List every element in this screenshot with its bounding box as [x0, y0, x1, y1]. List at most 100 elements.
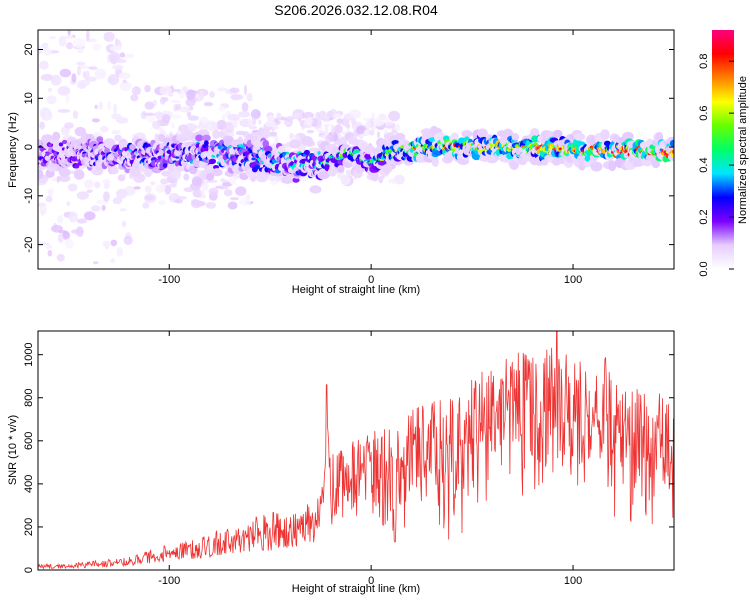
heatmap-cell	[64, 238, 74, 249]
heatmap-cell	[144, 101, 155, 110]
heatmap-cell	[205, 201, 217, 209]
heatmap-cell	[227, 113, 240, 121]
heatmap-cell	[671, 149, 674, 154]
heatmap-cell	[155, 184, 166, 193]
heatmap-cell	[99, 126, 109, 133]
heatmap-cell	[277, 145, 286, 153]
heatmap-cell	[171, 114, 182, 120]
heatmap-cell	[111, 129, 122, 135]
heatmap-cell	[229, 197, 240, 201]
y-tick-label: 800	[23, 389, 35, 407]
y-tick-label: 600	[23, 432, 35, 450]
heatmap-cell	[199, 90, 205, 101]
heatmap-cell	[102, 179, 111, 184]
spectrogram-y-label: Frequency (Hz)	[7, 112, 19, 188]
heatmap-cell	[283, 121, 292, 126]
heatmap-cell	[119, 81, 132, 92]
heatmap-cell	[103, 182, 110, 189]
heatmap-cell	[220, 177, 226, 183]
heatmap-cell	[92, 43, 102, 51]
heatmap-cell	[530, 128, 540, 137]
heatmap-cell	[370, 117, 375, 122]
y-tick-label: -10	[23, 188, 35, 204]
colorbar-label: Normalized spectral amplitude	[737, 76, 749, 224]
heatmap-cell	[144, 185, 152, 193]
y-tick-label: 20	[23, 43, 35, 55]
heatmap-cell	[205, 172, 215, 181]
heatmap-cell	[103, 191, 110, 202]
heatmap-cell	[336, 118, 344, 124]
heatmap-cell	[38, 169, 44, 179]
heatmap-cell	[431, 156, 440, 168]
y-tick-label: 1000	[23, 342, 35, 366]
heatmap-cell	[116, 188, 128, 199]
heatmap-cell	[238, 198, 251, 206]
heatmap-cell	[122, 53, 135, 59]
heatmap-cell	[113, 103, 117, 114]
heatmap-cell	[56, 253, 65, 262]
heatmap-cell	[114, 134, 122, 142]
x-tick-label: 100	[564, 274, 582, 286]
heatmap-cell	[72, 110, 79, 120]
heatmap-cell	[371, 124, 376, 131]
heatmap-cell	[112, 64, 124, 70]
heatmap-cell	[94, 181, 101, 189]
heatmap-cell	[151, 157, 157, 160]
heatmap-cell	[222, 182, 233, 187]
heatmap-cell	[117, 174, 126, 182]
heatmap-cell	[76, 65, 82, 76]
heatmap-cell	[175, 155, 180, 159]
heatmap-cell	[318, 171, 330, 180]
colorbar-tick-label: 0.2	[698, 209, 710, 224]
heatmap-cell	[323, 115, 330, 121]
heatmap-cell	[171, 122, 175, 129]
spectrogram-frame	[37, 29, 675, 270]
colorbar-ticks: 0.0 0.2 0.4 0.6 0.8	[698, 54, 734, 277]
heatmap-cell	[86, 30, 90, 41]
heatmap-cell	[131, 86, 141, 96]
heatmap-cell	[144, 195, 154, 201]
heatmap-cell	[333, 113, 341, 119]
heatmap-cell	[168, 88, 181, 93]
heatmap-cell	[58, 230, 67, 234]
heatmap-cell	[185, 98, 196, 107]
heatmap-cell	[393, 124, 401, 132]
heatmap-cell	[41, 42, 49, 49]
heatmap-cell	[38, 47, 45, 55]
heatmap-cell	[669, 139, 674, 148]
heatmap-cell	[651, 160, 661, 169]
heatmap-cell	[655, 131, 664, 142]
heatmap-cell	[200, 189, 205, 197]
heatmap-cell	[250, 109, 261, 120]
heatmap-cell	[46, 95, 57, 105]
heatmap-cell	[247, 117, 252, 129]
heatmap-cell	[377, 160, 387, 166]
heatmap-cell	[388, 110, 401, 122]
heatmap-cell	[239, 143, 244, 148]
heatmap-cell	[107, 100, 112, 111]
heatmap-cell	[110, 258, 116, 263]
heatmap-cell	[369, 129, 375, 136]
spectrogram-x-label: Height of straight line (km)	[292, 284, 420, 296]
heatmap-cell	[44, 110, 50, 118]
heatmap-cell	[39, 204, 47, 215]
heatmap-cell	[49, 36, 56, 40]
snr-background	[38, 331, 674, 570]
heatmap-cell	[176, 103, 182, 110]
snr-series-line	[38, 331, 674, 570]
heatmap-cell	[381, 164, 393, 174]
heatmap-cell	[109, 165, 119, 175]
heatmap-cell	[608, 160, 617, 172]
heatmap-cell	[73, 169, 85, 180]
heatmap-cell	[177, 196, 188, 200]
heatmap-cell	[573, 133, 586, 141]
heatmap-cell	[189, 106, 194, 111]
heatmap-cell	[61, 139, 68, 145]
heatmap-cell	[511, 133, 520, 141]
snr-x-label: Height of straight line (km)	[292, 583, 420, 595]
x-tick-label: -100	[158, 274, 180, 286]
heatmap-cell	[306, 129, 315, 134]
heatmap-cell	[333, 124, 343, 134]
colorbar: 0.0 0.2 0.4 0.6 0.8 Normalized spectral ampl…	[698, 30, 749, 277]
